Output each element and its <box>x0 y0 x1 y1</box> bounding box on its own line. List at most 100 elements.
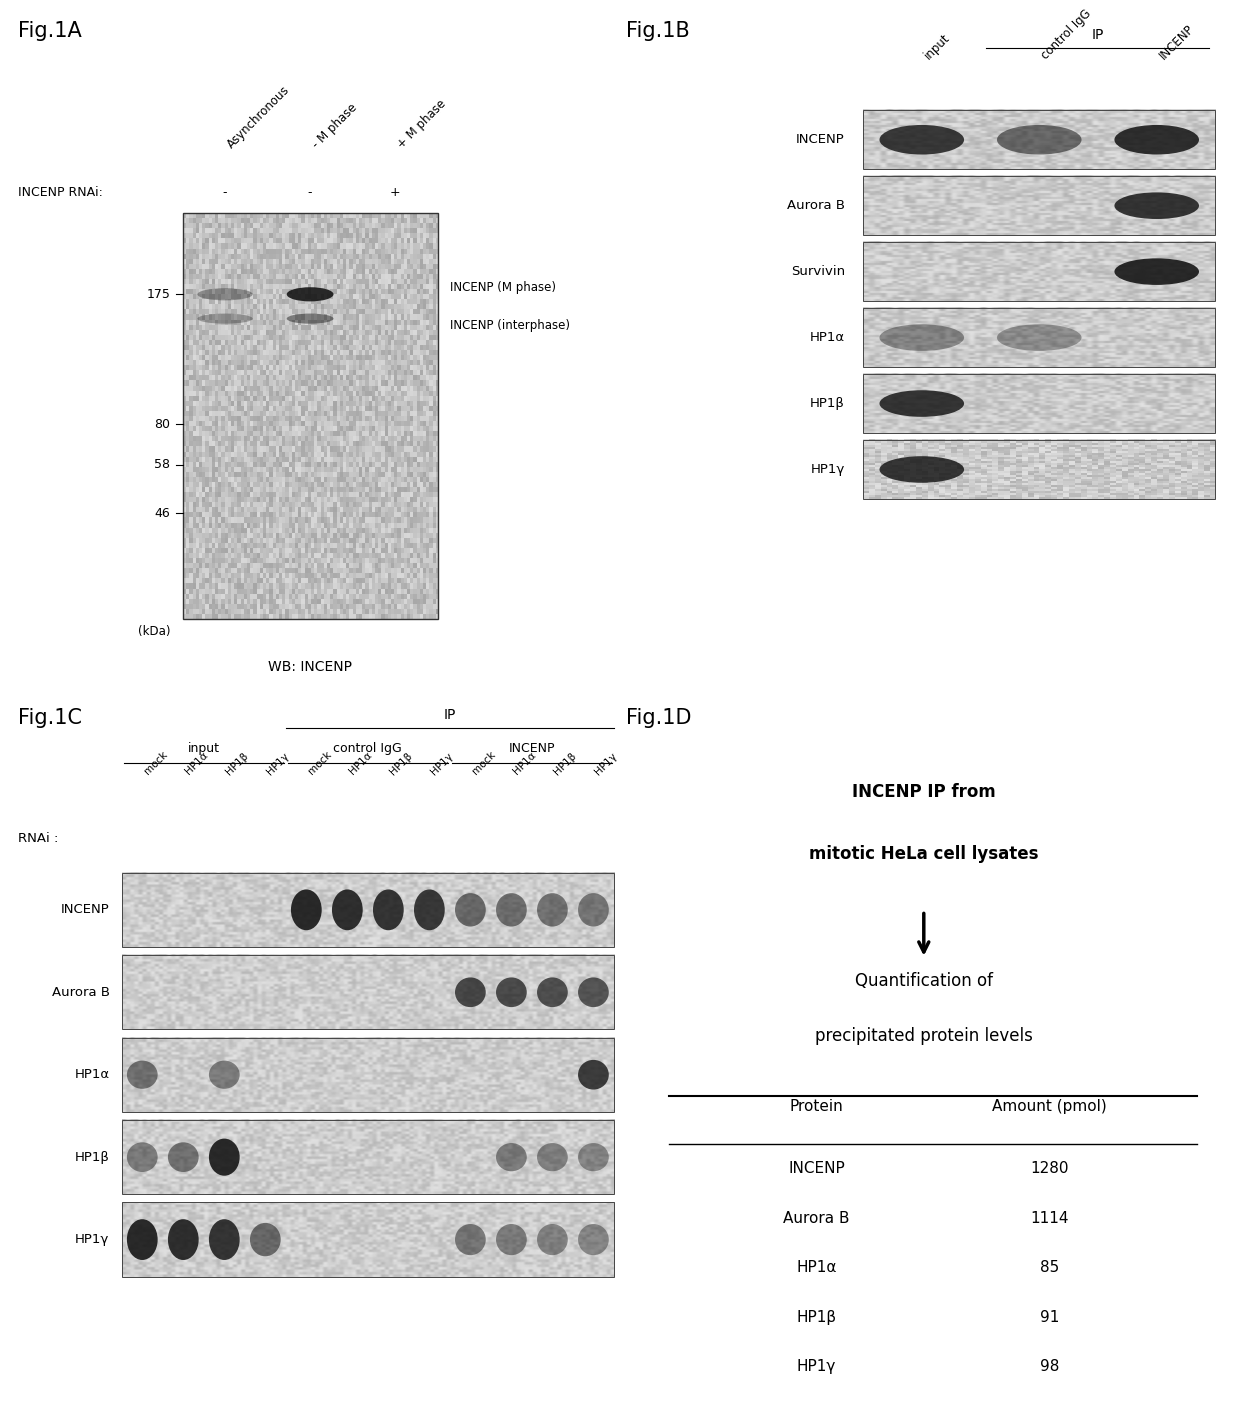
Text: 175: 175 <box>146 287 170 301</box>
Ellipse shape <box>537 893 568 927</box>
Text: HP1α: HP1α <box>184 750 210 777</box>
Ellipse shape <box>537 977 568 1007</box>
Text: mock: mock <box>143 750 170 777</box>
Ellipse shape <box>332 889 363 931</box>
Text: mock: mock <box>470 750 497 777</box>
Bar <box>122 955 614 1029</box>
Ellipse shape <box>126 1061 157 1089</box>
Text: INCENP (interphase): INCENP (interphase) <box>450 320 570 332</box>
Text: + M phase: + M phase <box>396 98 449 151</box>
Ellipse shape <box>496 1143 527 1171</box>
Text: mock: mock <box>306 750 334 777</box>
Ellipse shape <box>496 977 527 1007</box>
Text: Protein: Protein <box>790 1099 843 1115</box>
Text: HP1γ: HP1γ <box>265 750 291 777</box>
Text: HP1α: HP1α <box>74 1068 109 1081</box>
Text: IP: IP <box>1091 28 1104 42</box>
Ellipse shape <box>496 893 527 927</box>
Ellipse shape <box>1115 125 1199 154</box>
Text: HP1β: HP1β <box>388 750 414 777</box>
Text: 58: 58 <box>154 458 170 471</box>
Ellipse shape <box>286 287 334 301</box>
Bar <box>863 440 1215 499</box>
Bar <box>863 308 1215 367</box>
Text: HP1γ: HP1γ <box>76 1234 109 1246</box>
Ellipse shape <box>373 889 404 931</box>
Text: Fig.1A: Fig.1A <box>19 21 82 41</box>
Ellipse shape <box>126 1143 157 1172</box>
Text: HP1γ: HP1γ <box>429 750 455 777</box>
Ellipse shape <box>126 1220 157 1260</box>
Ellipse shape <box>578 1224 609 1255</box>
Bar <box>122 872 614 946</box>
Ellipse shape <box>578 893 609 927</box>
Text: control IgG: control IgG <box>334 742 402 756</box>
Text: input: input <box>187 742 219 756</box>
Text: (kDa): (kDa) <box>138 625 170 638</box>
Text: INCENP IP from: INCENP IP from <box>852 784 996 802</box>
Text: Survivin: Survivin <box>791 265 844 278</box>
Text: Amount (pmol): Amount (pmol) <box>992 1099 1106 1115</box>
Text: Fig.1C: Fig.1C <box>19 708 83 728</box>
Ellipse shape <box>537 1224 568 1255</box>
Ellipse shape <box>578 1143 609 1171</box>
Bar <box>863 243 1215 301</box>
Text: 98: 98 <box>1039 1359 1059 1374</box>
Text: HP1β: HP1β <box>74 1151 109 1164</box>
Text: mitotic HeLa cell lysates: mitotic HeLa cell lysates <box>808 845 1039 864</box>
Bar <box>122 1120 614 1195</box>
Text: 1280: 1280 <box>1030 1161 1069 1176</box>
Ellipse shape <box>208 1061 239 1089</box>
Text: Fig.1D: Fig.1D <box>626 708 692 728</box>
Bar <box>122 1203 614 1277</box>
Text: INCENP: INCENP <box>61 903 109 917</box>
Text: Aurora B: Aurora B <box>52 986 109 998</box>
Text: HP1α: HP1α <box>796 1260 837 1276</box>
Bar <box>863 177 1215 236</box>
Ellipse shape <box>455 1224 486 1255</box>
Text: HP1β: HP1β <box>224 750 250 777</box>
Ellipse shape <box>997 324 1081 350</box>
Ellipse shape <box>455 893 486 927</box>
Text: Quantification of: Quantification of <box>854 973 993 990</box>
Text: - M phase: - M phase <box>310 101 360 151</box>
Ellipse shape <box>167 1143 198 1172</box>
Ellipse shape <box>997 125 1081 154</box>
Ellipse shape <box>879 390 963 416</box>
Ellipse shape <box>286 314 334 324</box>
Ellipse shape <box>879 324 963 350</box>
Text: -: - <box>223 186 227 199</box>
Text: 91: 91 <box>1039 1309 1059 1325</box>
Ellipse shape <box>1115 258 1199 285</box>
Ellipse shape <box>250 1223 280 1256</box>
Text: control IgG: control IgG <box>1039 7 1094 62</box>
Ellipse shape <box>879 125 963 154</box>
Text: INCENP: INCENP <box>508 742 556 756</box>
Text: HP1α: HP1α <box>511 750 538 777</box>
Bar <box>182 213 438 618</box>
Text: Aurora B: Aurora B <box>784 1211 849 1225</box>
Ellipse shape <box>208 1220 239 1260</box>
Text: precipitated protein levels: precipitated protein levels <box>815 1028 1033 1046</box>
Ellipse shape <box>291 889 321 931</box>
Ellipse shape <box>578 977 609 1007</box>
Ellipse shape <box>167 1220 198 1260</box>
Ellipse shape <box>455 977 486 1007</box>
Text: HP1α: HP1α <box>347 750 373 777</box>
Text: WB: INCENP: WB: INCENP <box>268 660 352 674</box>
Text: IP: IP <box>444 708 456 722</box>
Text: HP1γ: HP1γ <box>811 463 844 477</box>
Ellipse shape <box>414 889 445 931</box>
Ellipse shape <box>879 456 963 482</box>
Text: HP1α: HP1α <box>810 331 844 343</box>
Text: -: - <box>308 186 312 199</box>
Text: INCENP: INCENP <box>789 1161 844 1176</box>
Text: 1114: 1114 <box>1030 1211 1069 1225</box>
Text: 46: 46 <box>155 506 170 520</box>
Text: HP1β: HP1β <box>552 750 579 777</box>
Bar <box>122 1037 614 1112</box>
Text: Aurora B: Aurora B <box>787 199 844 212</box>
Ellipse shape <box>578 1060 609 1089</box>
Text: input: input <box>921 31 952 62</box>
Text: Asynchronous: Asynchronous <box>226 84 293 151</box>
